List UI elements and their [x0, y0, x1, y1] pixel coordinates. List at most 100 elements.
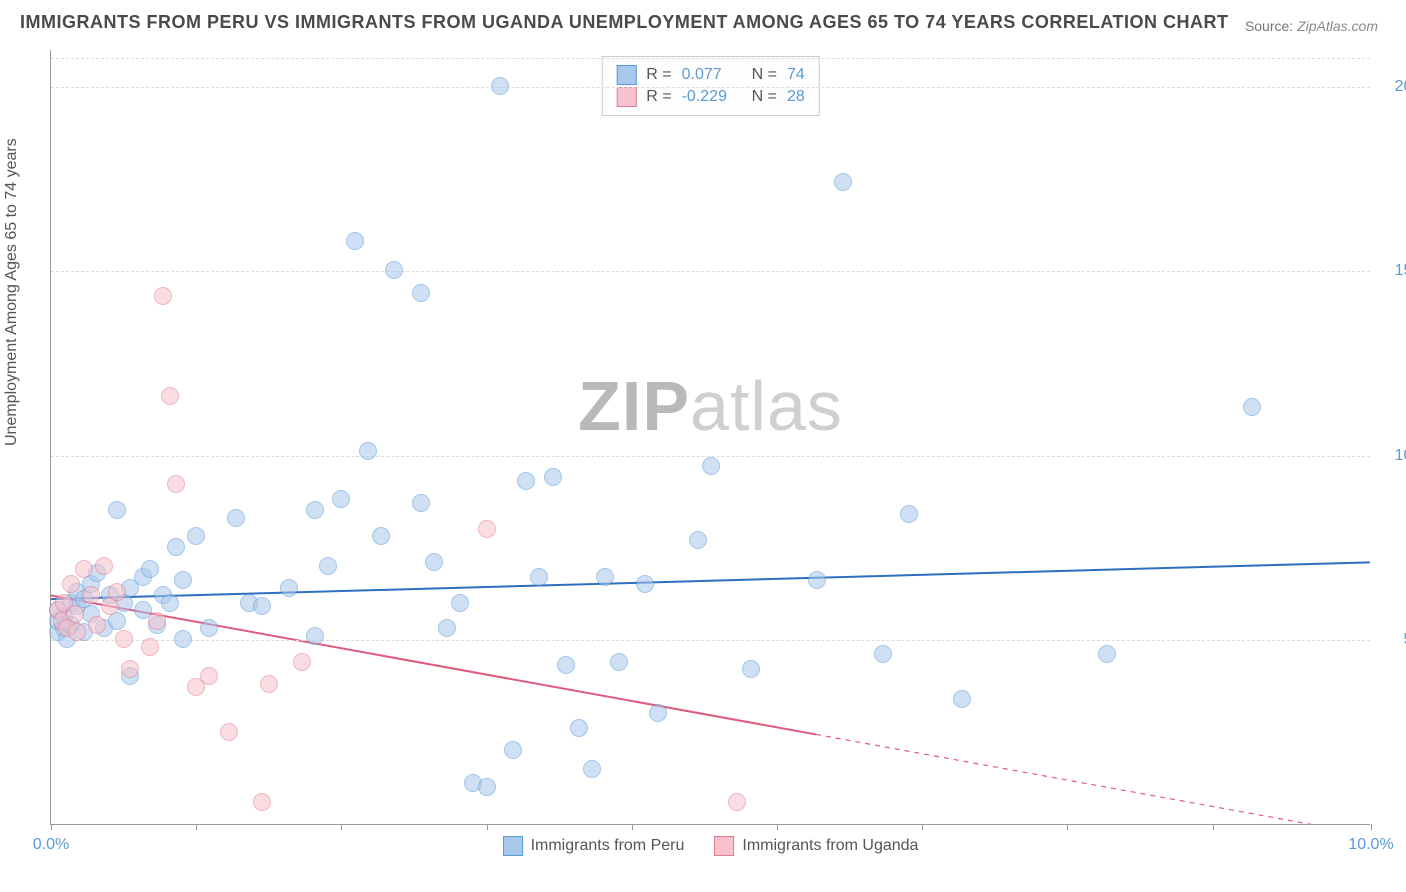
r-label: R = [646, 88, 671, 106]
gridline-h [51, 87, 1370, 88]
source-attribution: Source: ZipAtlas.com [1245, 18, 1378, 34]
trend-line-extrapolated [816, 734, 1370, 824]
data-point [200, 619, 218, 637]
data-point [808, 571, 826, 589]
gridline-h [51, 271, 1370, 272]
data-point [504, 741, 522, 759]
data-point [332, 490, 350, 508]
data-point [425, 553, 443, 571]
data-point [636, 575, 654, 593]
data-point [478, 520, 496, 538]
legend-swatch [714, 836, 734, 856]
data-point [82, 586, 100, 604]
n-label: N = [752, 88, 777, 106]
legend-swatch [616, 65, 636, 85]
x-tick [196, 824, 197, 830]
legend-item: Immigrants from Peru [503, 836, 685, 856]
data-point [385, 261, 403, 279]
data-point [161, 594, 179, 612]
data-point [346, 232, 364, 250]
data-point [88, 616, 106, 634]
data-point [141, 638, 159, 656]
x-tick [1371, 824, 1372, 830]
watermark-atlas: atlas [690, 367, 843, 445]
data-point [260, 675, 278, 693]
legend-label: Immigrants from Peru [531, 837, 685, 855]
data-point [319, 557, 337, 575]
data-point [557, 656, 575, 674]
data-point [570, 719, 588, 737]
data-point [154, 287, 172, 305]
x-tick [1213, 824, 1214, 830]
trend-line [51, 595, 816, 734]
data-point [220, 723, 238, 741]
n-label: N = [752, 66, 777, 84]
x-tick [777, 824, 778, 830]
gridline-h [51, 640, 1370, 641]
x-tick [341, 824, 342, 830]
data-point [108, 501, 126, 519]
data-point [412, 284, 430, 302]
data-point [253, 597, 271, 615]
legend-stat-row: R =0.077N =74 [616, 65, 804, 85]
data-point [306, 627, 324, 645]
data-point [1098, 645, 1116, 663]
y-tick-label: 5.0% [1380, 631, 1406, 649]
data-point [187, 527, 205, 545]
data-point [728, 793, 746, 811]
data-point [121, 660, 139, 678]
x-tick [632, 824, 633, 830]
watermark: ZIPatlas [578, 366, 843, 446]
data-point [517, 472, 535, 490]
data-point [115, 630, 133, 648]
watermark-zip: ZIP [578, 367, 690, 445]
data-point [900, 505, 918, 523]
data-point [227, 509, 245, 527]
data-point [306, 501, 324, 519]
legend-bottom: Immigrants from Peru Immigrants from Ugan… [503, 836, 919, 856]
x-tick [922, 824, 923, 830]
data-point [649, 704, 667, 722]
data-point [596, 568, 614, 586]
data-point [75, 560, 93, 578]
x-tick [51, 824, 52, 830]
data-point [280, 579, 298, 597]
data-point [253, 793, 271, 811]
data-point [583, 760, 601, 778]
legend-stat-row: R =-0.229N =28 [616, 87, 804, 107]
data-point [478, 778, 496, 796]
data-point [66, 605, 84, 623]
data-point [293, 653, 311, 671]
data-point [141, 560, 159, 578]
data-point [412, 494, 430, 512]
data-point [108, 583, 126, 601]
data-point [148, 612, 166, 630]
data-point [530, 568, 548, 586]
gridline-h [51, 58, 1370, 59]
source-value: ZipAtlas.com [1297, 18, 1378, 34]
data-point [1243, 398, 1261, 416]
data-point [167, 475, 185, 493]
data-point [438, 619, 456, 637]
legend-swatch [503, 836, 523, 856]
x-tick [1067, 824, 1068, 830]
x-tick-label: 10.0% [1348, 836, 1393, 854]
plot-area: ZIPatlas R =0.077N =74R =-0.229N =28 Imm… [50, 50, 1370, 825]
data-point [689, 531, 707, 549]
legend-label: Immigrants from Uganda [742, 837, 918, 855]
data-point [451, 594, 469, 612]
legend-item: Immigrants from Uganda [714, 836, 918, 856]
chart-title: IMMIGRANTS FROM PERU VS IMMIGRANTS FROM … [20, 12, 1229, 33]
data-point [834, 173, 852, 191]
data-point [874, 645, 892, 663]
data-point [359, 442, 377, 460]
y-axis-label: Unemployment Among Ages 65 to 74 years [3, 138, 21, 446]
data-point [610, 653, 628, 671]
data-point [742, 660, 760, 678]
r-value: 0.077 [682, 66, 742, 84]
legend-swatch [616, 87, 636, 107]
data-point [491, 77, 509, 95]
x-tick [487, 824, 488, 830]
data-point [95, 557, 113, 575]
data-point [68, 623, 86, 641]
